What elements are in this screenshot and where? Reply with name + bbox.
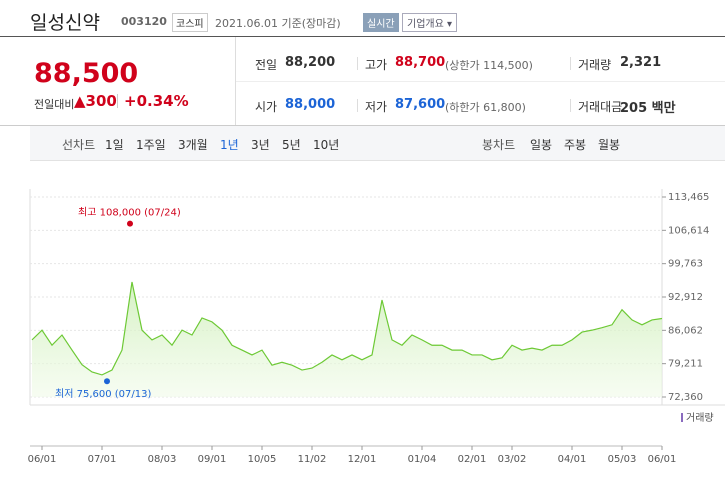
period-tab[interactable]: 1주일	[136, 138, 166, 152]
info-value: 88,200	[285, 55, 336, 70]
candle-tab[interactable]: 주봉	[564, 138, 587, 152]
price-box	[30, 37, 236, 125]
market-badge: 코스피	[172, 13, 208, 32]
col-sep	[570, 99, 571, 112]
info-value: 88,700	[395, 55, 446, 70]
change-label: 전일대비	[34, 98, 75, 111]
y-tick-label: 72,360	[668, 392, 703, 403]
info-value: 2,321	[620, 55, 662, 70]
x-tick-label: 12/01	[348, 454, 377, 465]
info-label: 고가	[365, 58, 388, 72]
col-sep	[570, 57, 571, 70]
extreme-part: (07/24)	[144, 208, 181, 219]
current-price: 88,500	[34, 58, 139, 89]
company-info: 기업개요	[407, 19, 444, 30]
info-value: 205 백만	[620, 101, 676, 116]
realtime-btn[interactable]: 실시간	[363, 13, 399, 32]
info-label: 저가	[365, 100, 388, 114]
extreme-label: 최고 108,000 (07/24)	[78, 207, 181, 219]
sep	[117, 94, 118, 108]
stock-code: 003120	[121, 15, 167, 28]
company-info-btn[interactable]: 기업개요 ▾	[402, 13, 458, 32]
tab-title: 봉차트	[482, 138, 516, 152]
x-tick-label: 06/01	[28, 454, 57, 465]
y-tick-label: 113,465	[668, 192, 709, 203]
x-tick-label: 07/01	[88, 454, 117, 465]
y-tick-label: 79,211	[668, 359, 703, 370]
tab-title: 선차트	[62, 138, 96, 152]
change-percent: +0.34%	[124, 92, 189, 110]
extreme-label: 최저 75,600 (07/13)	[55, 388, 152, 400]
change: ▲300	[74, 92, 117, 110]
divider	[0, 36, 725, 37]
x-tick-label: 10/05	[248, 454, 277, 465]
info-label: 거래대금	[578, 100, 623, 114]
candle-tab[interactable]: 월봉	[598, 138, 621, 152]
x-tick-label: 06/01	[648, 454, 677, 465]
extreme-dot	[104, 378, 110, 385]
info-value: 87,600	[395, 97, 446, 112]
period-tab[interactable]: 10년	[313, 138, 340, 152]
extreme-part: 최저	[55, 388, 73, 400]
col-sep	[357, 57, 358, 70]
extreme-dot	[127, 220, 133, 227]
date: 2021.06.01 기준(장마감)	[215, 17, 341, 30]
volume-legend-swatch	[681, 413, 683, 422]
info-label: 시가	[255, 100, 278, 114]
x-tick-label: 01/04	[408, 454, 437, 465]
area-fill	[32, 281, 662, 397]
x-tick-label: 11/02	[298, 454, 327, 465]
period-tab[interactable]: 3년	[251, 138, 270, 152]
volume-label: 거래량	[686, 412, 714, 424]
x-tick-label: 09/01	[198, 454, 227, 465]
x-tick-label: 04/01	[558, 454, 587, 465]
x-tick-label: 08/03	[148, 454, 177, 465]
extreme-part: 75,600	[77, 389, 112, 400]
y-tick-label: 92,912	[668, 292, 703, 303]
period-tab[interactable]: 3개월	[178, 138, 208, 152]
period-tab[interactable]: 1년	[220, 138, 239, 152]
info-value: 88,000	[285, 97, 336, 112]
info-label: 전일	[255, 58, 278, 72]
change-value: 300	[85, 92, 117, 110]
y-tick-label: 99,763	[668, 259, 703, 270]
extreme-part: 최고	[78, 207, 96, 219]
x-tick-label: 02/01	[458, 454, 487, 465]
candle-tab[interactable]: 일봉	[530, 138, 553, 152]
extreme-part: 108,000	[100, 208, 141, 219]
y-tick-label: 86,062	[668, 325, 703, 336]
info-extra: (상한가 114,500)	[445, 59, 533, 72]
period-tab[interactable]: 5년	[282, 138, 301, 152]
chart: 72,360 79,211 86,062 92,912 99,763 106,614 113…	[28, 189, 725, 465]
stock-name: 일성신약	[30, 12, 100, 34]
period-tab[interactable]: 1일	[105, 138, 124, 152]
info-extra: (하한가 61,800)	[445, 101, 526, 114]
y-tick-label: 106,614	[668, 225, 709, 236]
col-sep	[357, 99, 358, 112]
x-tick-label: 05/03	[608, 454, 637, 465]
x-tick-label: 03/02	[498, 454, 527, 465]
price-line	[31, 281, 663, 376]
extreme-part: (07/13)	[115, 389, 152, 400]
divider	[0, 125, 725, 126]
row-divider	[236, 81, 725, 82]
info-label: 거래량	[578, 58, 612, 72]
tab-bar	[30, 126, 725, 161]
